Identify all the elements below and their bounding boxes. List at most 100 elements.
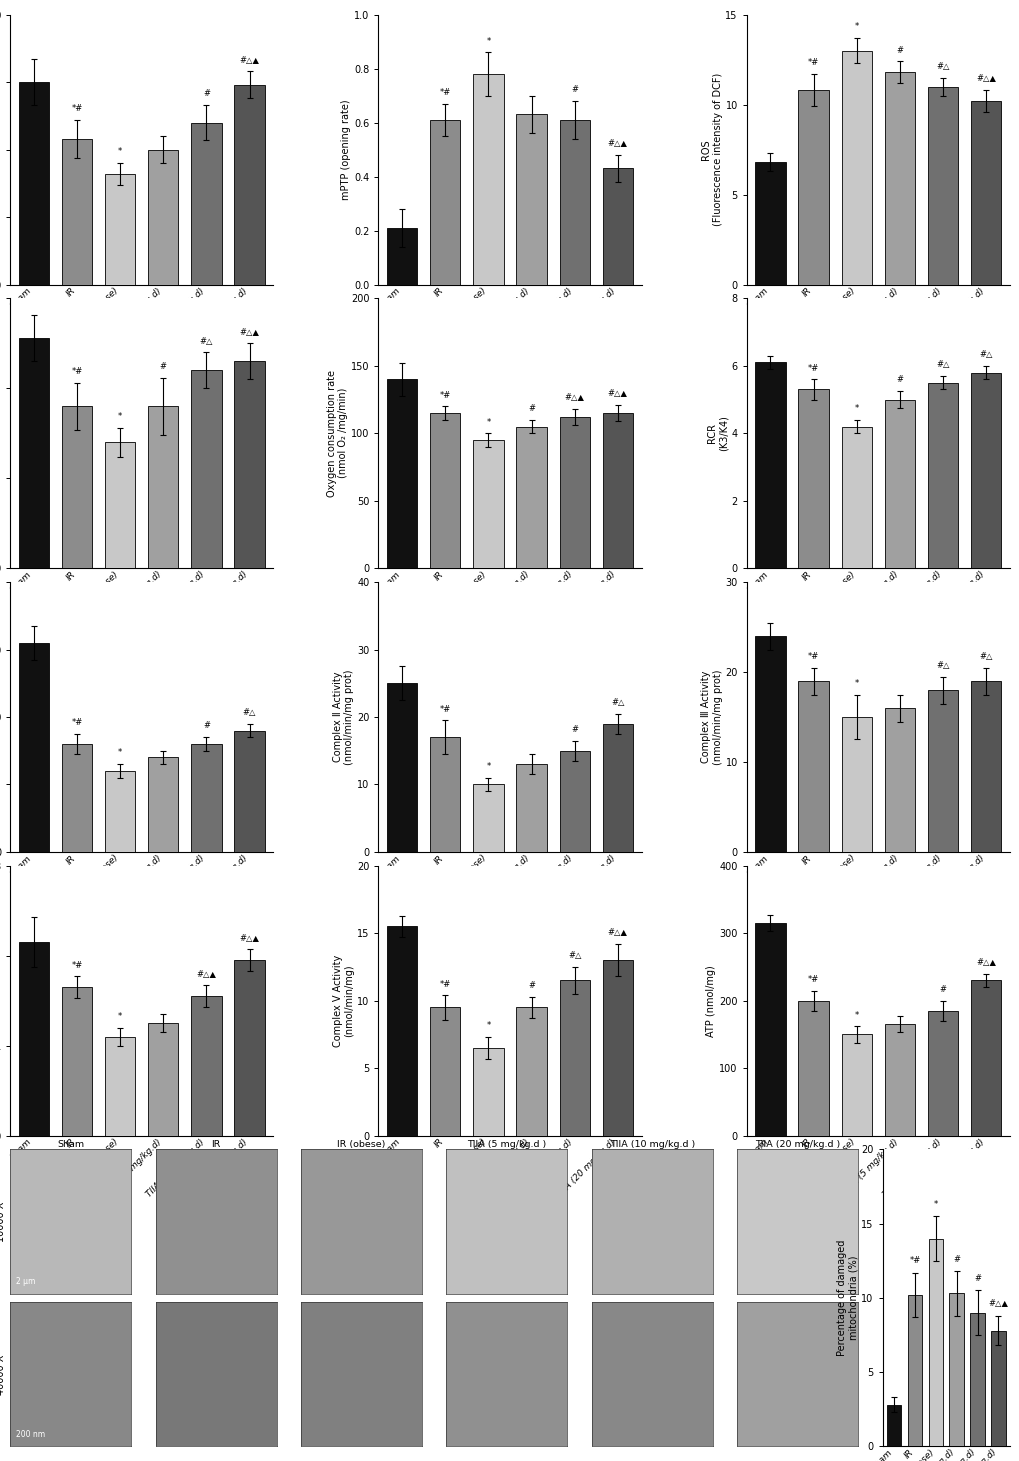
Bar [516, 427, 546, 568]
Bar [970, 101, 1001, 285]
Bar [969, 1313, 983, 1446]
Text: #△▲: #△▲ [239, 934, 259, 942]
Y-axis label: Complex Ⅱ Activity
(nmol/min/mg prot): Complex Ⅱ Activity (nmol/min/mg prot) [332, 669, 354, 764]
Bar [387, 380, 417, 568]
Bar [841, 717, 871, 852]
Bar [602, 960, 632, 1135]
Bar [798, 390, 827, 568]
Y-axis label: ATP (nmol/mg): ATP (nmol/mg) [706, 964, 715, 1037]
Bar [234, 960, 264, 1135]
Text: *: * [486, 763, 490, 771]
Bar [516, 114, 546, 285]
Bar [62, 988, 92, 1135]
Bar [62, 406, 92, 568]
Text: #: # [973, 1274, 980, 1283]
Text: #△▲: #△▲ [239, 327, 259, 336]
Text: #△: #△ [200, 336, 213, 346]
Text: *#: *# [807, 58, 818, 67]
Bar [886, 1405, 901, 1446]
Title: Sham: Sham [57, 1140, 85, 1148]
Bar [755, 636, 785, 852]
Bar [841, 427, 871, 568]
Text: *: * [486, 1021, 490, 1030]
Bar [234, 85, 264, 285]
Bar [949, 1293, 963, 1446]
Text: *#: *# [807, 974, 818, 983]
Y-axis label: Complex Ⅴ Activity
(nmol/min/mg): Complex Ⅴ Activity (nmol/min/mg) [332, 954, 354, 1048]
Bar [148, 757, 178, 852]
Text: *: * [854, 22, 858, 31]
Text: *#: *# [439, 88, 450, 96]
Text: 2 μm: 2 μm [16, 1277, 36, 1286]
Bar [798, 91, 827, 285]
Text: *#: *# [807, 652, 818, 660]
Text: *: * [486, 37, 490, 45]
Text: *#: *# [439, 390, 450, 399]
Bar [559, 416, 589, 568]
Title: TIIA (10 mg/kg.d ): TIIA (10 mg/kg.d ) [609, 1140, 694, 1148]
Bar [473, 440, 503, 568]
Text: #△: #△ [568, 951, 581, 960]
Text: #: # [528, 980, 535, 991]
Text: #: # [896, 45, 903, 54]
Bar [798, 1001, 827, 1135]
Title: TIIA (5 mg/kg.d ): TIIA (5 mg/kg.d ) [467, 1140, 546, 1148]
Bar [755, 362, 785, 568]
Text: #: # [571, 85, 578, 95]
Text: #△: #△ [935, 361, 949, 370]
Bar [387, 926, 417, 1135]
Y-axis label: 40000 X: 40000 X [0, 1354, 6, 1394]
Text: *: * [118, 412, 122, 421]
Text: *: * [854, 405, 858, 413]
Bar [148, 1023, 178, 1135]
Bar [883, 709, 914, 852]
Text: #: # [203, 89, 210, 98]
Text: 200 nm: 200 nm [16, 1430, 45, 1439]
Bar [755, 162, 785, 285]
Bar [907, 1294, 921, 1446]
Text: *#: *# [439, 979, 450, 989]
Text: #△: #△ [243, 709, 256, 717]
Y-axis label: ROS
(Fluorescence intensity of DCF): ROS (Fluorescence intensity of DCF) [700, 73, 721, 226]
Bar [927, 383, 957, 568]
Bar [798, 681, 827, 852]
Bar [148, 406, 178, 568]
Y-axis label: Percentage of damaged
mitochondria (%): Percentage of damaged mitochondria (%) [837, 1240, 858, 1356]
Y-axis label: RCR
(K3/K4): RCR (K3/K4) [706, 415, 728, 451]
Bar [105, 174, 136, 285]
Text: *#: *# [71, 961, 83, 970]
Bar [559, 751, 589, 852]
Text: *: * [118, 148, 122, 156]
Text: #△: #△ [935, 61, 949, 70]
Bar [192, 744, 221, 852]
Bar [927, 1239, 943, 1446]
Text: *#: *# [909, 1256, 920, 1265]
Text: #△▲: #△▲ [975, 958, 996, 967]
Bar [387, 684, 417, 852]
Bar [234, 730, 264, 852]
Text: *: * [118, 1012, 122, 1021]
Text: *: * [118, 748, 122, 757]
Bar [516, 764, 546, 852]
Bar [990, 1331, 1005, 1446]
Title: IR (obese): IR (obese) [337, 1140, 385, 1148]
Y-axis label: 10000 X: 10000 X [0, 1201, 6, 1242]
Bar [970, 681, 1001, 852]
Bar [602, 413, 632, 568]
Bar [62, 139, 92, 285]
Bar [516, 1008, 546, 1135]
Bar [192, 123, 221, 285]
Bar [18, 942, 49, 1135]
Bar [473, 785, 503, 852]
Text: #△: #△ [610, 698, 624, 707]
Bar [148, 149, 178, 285]
Bar [927, 86, 957, 285]
Text: #△: #△ [978, 652, 991, 660]
Text: #: # [203, 722, 210, 730]
Text: *#: *# [71, 719, 83, 728]
Y-axis label: Oxygen consumption rate
(nmol O₂ /mg/min): Oxygen consumption rate (nmol O₂ /mg/min… [326, 370, 347, 497]
Bar [430, 413, 460, 568]
Text: #△▲: #△▲ [987, 1299, 1008, 1308]
Text: #△▲: #△▲ [565, 393, 584, 402]
Title: TIIA (20 mg/kg.d ): TIIA (20 mg/kg.d ) [754, 1140, 840, 1148]
